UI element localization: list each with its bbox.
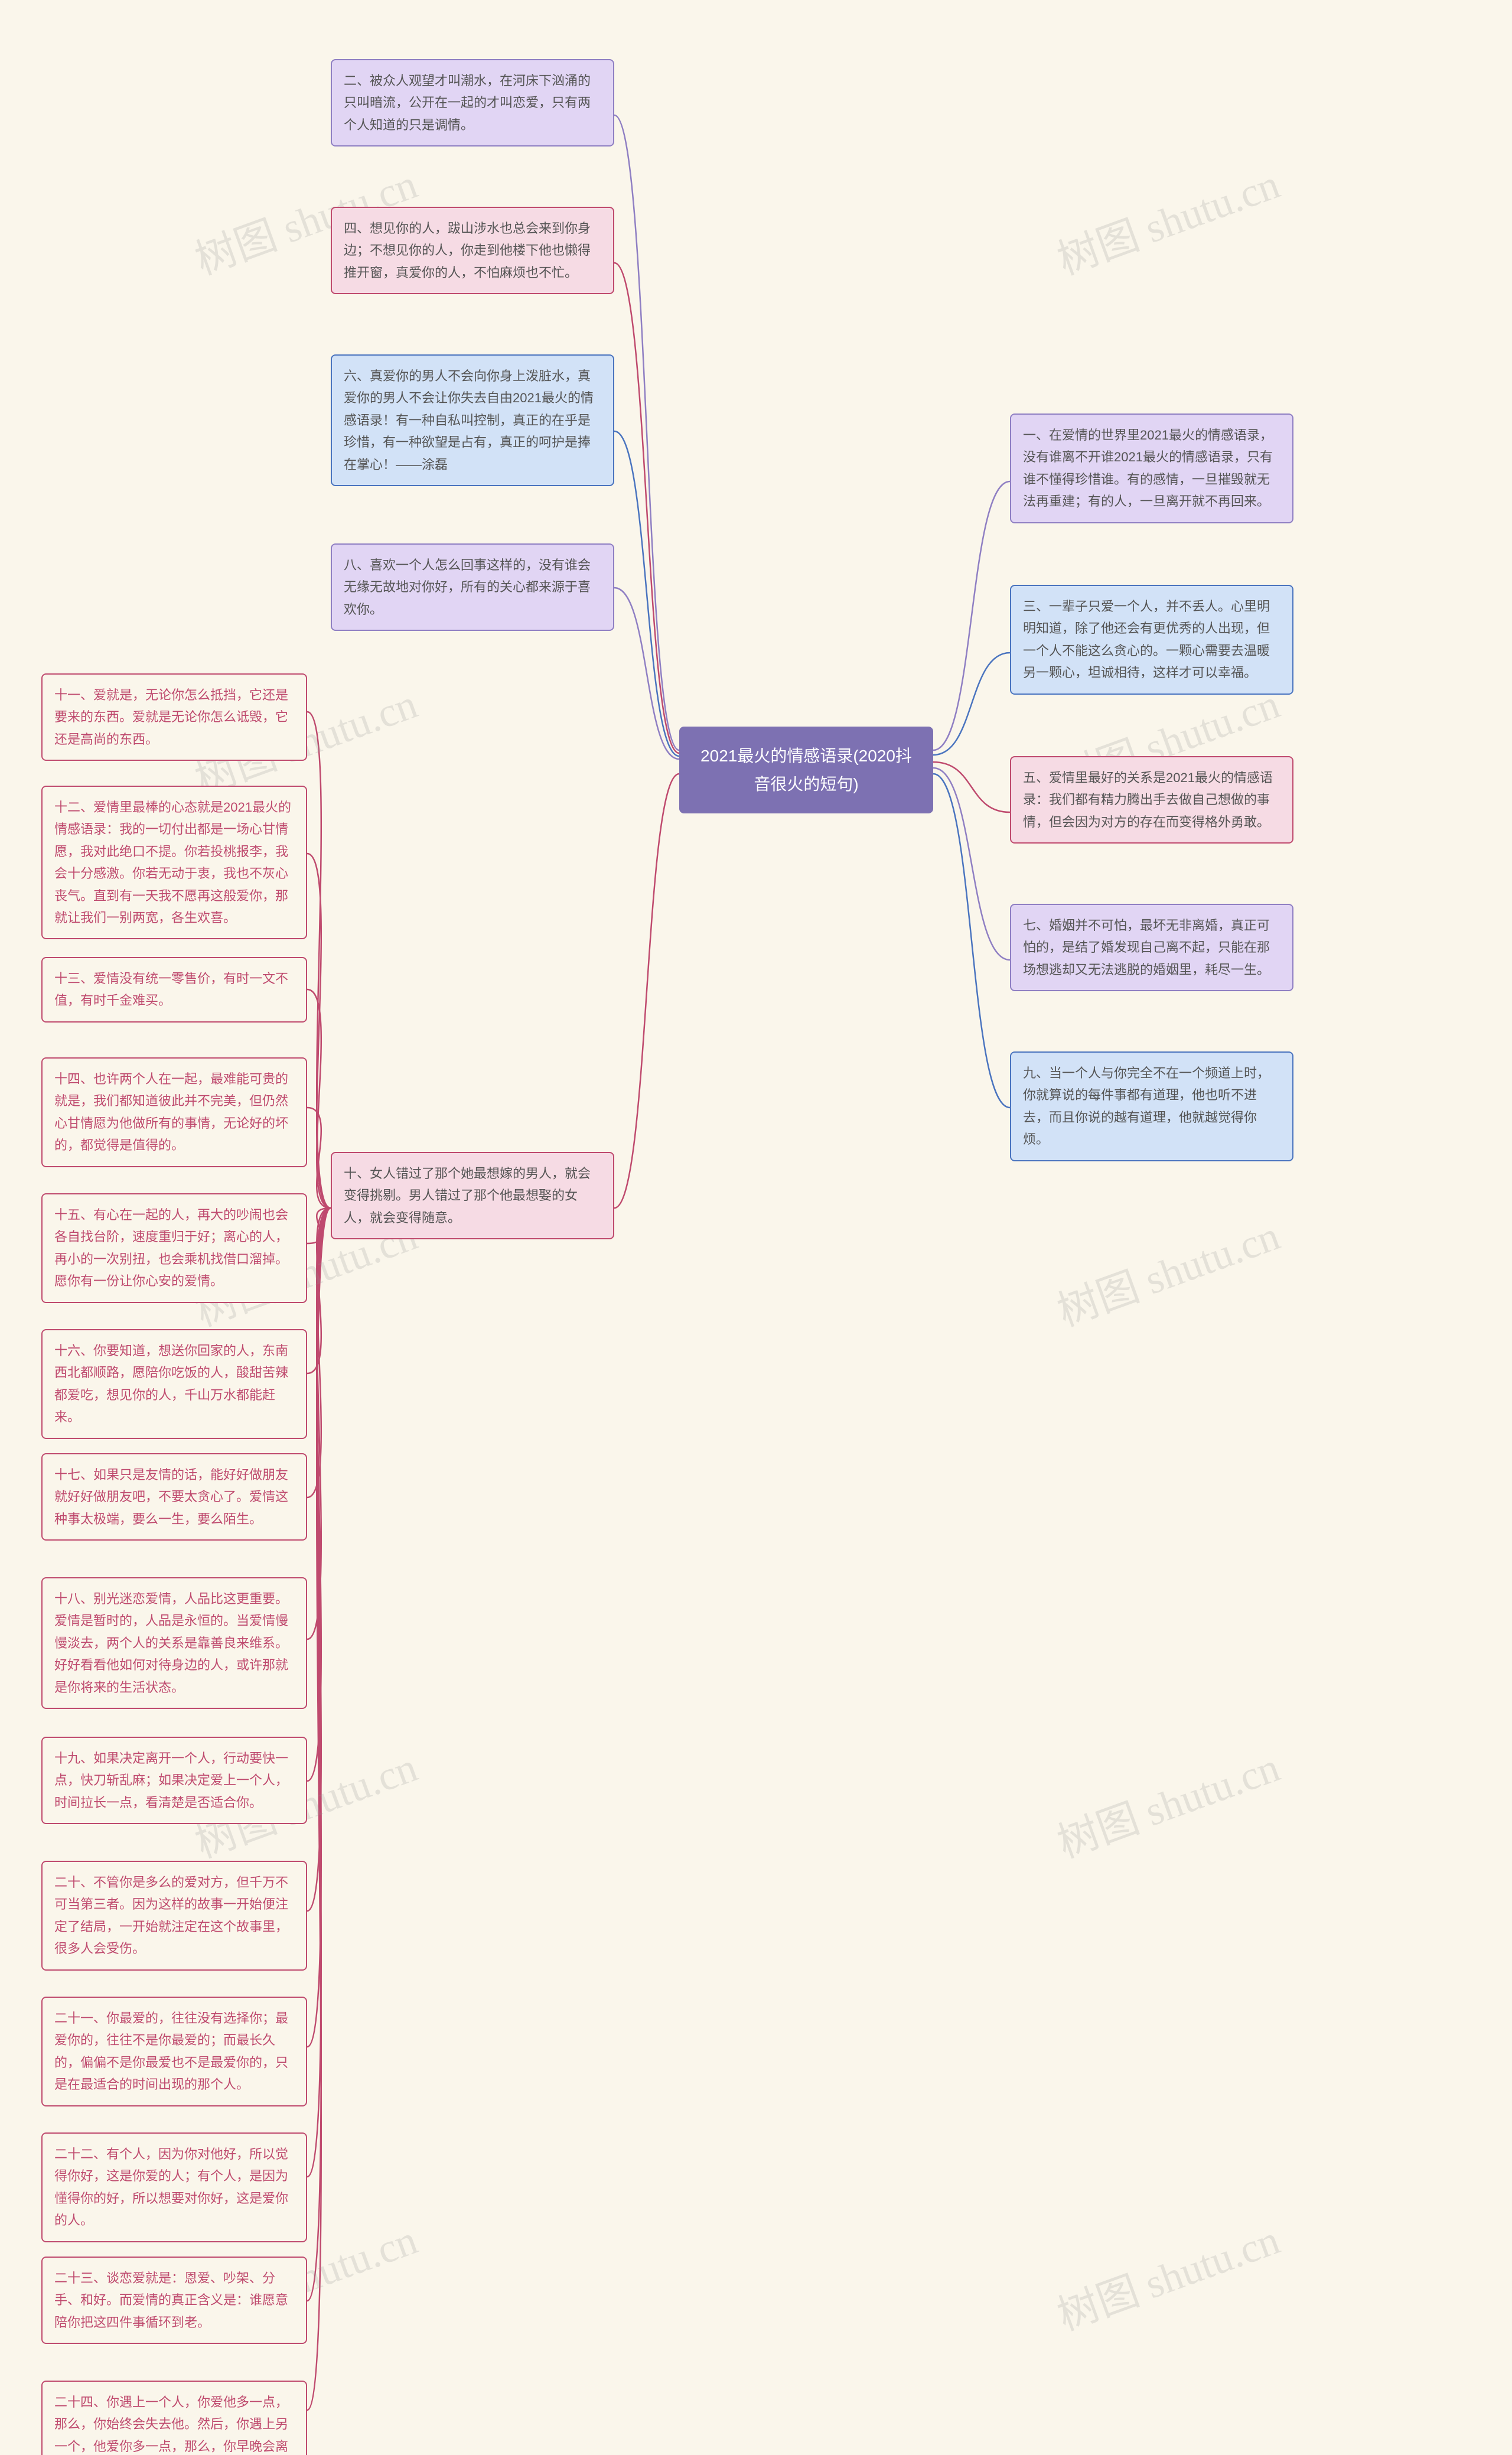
edge xyxy=(307,1208,331,2177)
edge xyxy=(307,1208,331,2301)
mindmap-node-label: 二十三、谈恋爱就是：恩爱、吵架、分手、和好。而爱情的真正含义是：谁愿意陪你把这四… xyxy=(54,2271,288,2330)
edge xyxy=(307,1208,331,1243)
mindmap-node[interactable]: 十四、也许两个人在一起，最难能可贵的就是，我们都知道彼此并不完美，但仍然心甘情愿… xyxy=(41,1057,307,1167)
mindmap-node-label: 二十、不管你是多么的爱对方，但千万不可当第三者。因为这样的故事一开始便注定了结局… xyxy=(54,1875,288,1956)
mindmap-node-label: 九、当一个人与你完全不在一个频道上时，你就算说的每件事都有道理，他也听不进去，而… xyxy=(1023,1066,1270,1147)
mindmap-node-label: 十一、爱就是，无论你怎么抵挡，它还是要来的东西。爱就是无论你怎么诋毁，它还是高尚… xyxy=(54,688,288,747)
mindmap-node-label: 二、被众人观望才叫潮水，在河床下汹涌的只叫暗流，公开在一起的才叫恋爱，只有两个人… xyxy=(344,73,591,132)
edge xyxy=(933,762,1010,812)
mindmap-node[interactable]: 一、在爱情的世界里2021最火的情感语录，没有谁离不开谁2021最火的情感语录，… xyxy=(1010,413,1293,523)
mindmap-node-label: 五、爱情里最好的关系是2021最火的情感语录：我们都有精力腾出手去做自己想做的事… xyxy=(1023,770,1273,829)
mindmap-node-label: 二十二、有个人，因为你对他好，所以觉得你好，这是你爱的人；有个人，是因为懂得你的… xyxy=(54,2147,288,2228)
mindmap-node-label: 三、一辈子只爱一个人，并不丢人。心里明明知道，除了他还会有更优秀的人出现，但一个… xyxy=(1023,599,1270,680)
mindmap-node[interactable]: 十九、如果决定离开一个人，行动要快一点，快刀斩乱麻；如果决定爱上一个人，时间拉长… xyxy=(41,1737,307,1824)
edge xyxy=(307,1208,331,1497)
edge xyxy=(307,1208,331,1373)
watermark: 树图 shutu.cn xyxy=(1048,2207,1287,2342)
mindmap-node[interactable]: 七、婚姻并不可怕，最坏无非离婚，真正可怕的，是结了婚发现自己离不起，只能在那场想… xyxy=(1010,904,1293,991)
edge xyxy=(307,1208,331,2410)
mindmap-node[interactable]: 二十三、谈恋爱就是：恩爱、吵架、分手、和好。而爱情的真正含义是：谁愿意陪你把这四… xyxy=(41,2257,307,2344)
mindmap-node-label: 十八、别光迷恋爱情，人品比这更重要。爱情是暂时的，人品是永恒的。当爱情慢慢淡去，… xyxy=(54,1591,288,1695)
center-node-label: 2021最火的情感语录(2020抖音很火的短句) xyxy=(700,747,912,793)
mindmap-node[interactable]: 十七、如果只是友情的话，能好好做朋友就好好做朋友吧，不要太贪心了。爱情这种事太极… xyxy=(41,1453,307,1541)
edge xyxy=(307,1208,331,1639)
mindmap-node[interactable]: 五、爱情里最好的关系是2021最火的情感语录：我们都有精力腾出手去做自己想做的事… xyxy=(1010,756,1293,844)
mindmap-node[interactable]: 六、真爱你的男人不会向你身上泼脏水，真爱你的男人不会让你失去自由2021最火的情… xyxy=(331,354,614,486)
mindmap-node[interactable]: 十八、别光迷恋爱情，人品比这更重要。爱情是暂时的，人品是永恒的。当爱情慢慢淡去，… xyxy=(41,1577,307,1709)
mindmap-node-label: 十二、爱情里最棒的心态就是2021最火的情感语录：我的一切付出都是一场心甘情愿，… xyxy=(54,800,291,925)
edge xyxy=(614,115,679,750)
mindmap-node[interactable]: 四、想见你的人，跋山涉水也总会来到你身边；不想见你的人，你走到他楼下他也懒得推开… xyxy=(331,207,614,294)
mindmap-node-label: 六、真爱你的男人不会向你身上泼脏水，真爱你的男人不会让你失去自由2021最火的情… xyxy=(344,369,594,472)
mindmap-node[interactable]: 二十二、有个人，因为你对他好，所以觉得你好，这是你爱的人；有个人，是因为懂得你的… xyxy=(41,2132,307,2242)
edge xyxy=(307,1208,331,1911)
mindmap-node-label: 十、女人错过了那个她最想嫁的男人，就会变得挑剔。男人错过了那个他最想娶的女人，就… xyxy=(344,1166,591,1225)
edge xyxy=(614,774,679,1208)
edge xyxy=(614,263,679,753)
mindmap-node[interactable]: 二十四、你遇上一个人，你爱他多一点，那么，你始终会失去他。然后，你遇上另一个，他… xyxy=(41,2381,307,2455)
mindmap-node-label: 八、喜欢一个人怎么回事这样的，没有谁会无缘无故地对你好，所有的关心都来源于喜欢你… xyxy=(344,558,591,617)
edge xyxy=(307,1108,331,1208)
mindmap-node[interactable]: 十一、爱就是，无论你怎么抵挡，它还是要来的东西。爱就是无论你怎么诋毁，它还是高尚… xyxy=(41,673,307,761)
mindmap-node-label: 十七、如果只是友情的话，能好好做朋友就好好做朋友吧，不要太贪心了。爱情这种事太极… xyxy=(54,1467,288,1526)
edge xyxy=(614,431,679,756)
watermark: 树图 shutu.cn xyxy=(1048,151,1287,286)
edge xyxy=(307,1208,331,1781)
edge xyxy=(614,588,679,759)
edge xyxy=(307,712,331,1208)
mindmap-node[interactable]: 三、一辈子只爱一个人，并不丢人。心里明明知道，除了他还会有更优秀的人出现，但一个… xyxy=(1010,585,1293,695)
mindmap-node-label: 十六、你要知道，想送你回家的人，东南西北都顺路，愿陪你吃饭的人，酸甜苦辣都爱吃，… xyxy=(54,1343,288,1424)
mindmap-node-label: 七、婚姻并不可怕，最坏无非离婚，真正可怕的，是结了婚发现自己离不起，只能在那场想… xyxy=(1023,918,1270,977)
mindmap-node[interactable]: 二十、不管你是多么的爱对方，但千万不可当第三者。因为这样的故事一开始便注定了结局… xyxy=(41,1861,307,1971)
mindmap-node-label: 二十四、你遇上一个人，你爱他多一点，那么，你始终会失去他。然后，你遇上另一个，他… xyxy=(54,2395,288,2455)
mindmap-node[interactable]: 十三、爱情没有统一零售价，有时一文不值，有时千金难买。 xyxy=(41,957,307,1023)
watermark: 树图 shutu.cn xyxy=(1048,1203,1287,1338)
mindmap-node[interactable]: 十二、爱情里最棒的心态就是2021最火的情感语录：我的一切付出都是一场心甘情愿，… xyxy=(41,786,307,939)
mindmap-node-label: 十九、如果决定离开一个人，行动要快一点，快刀斩乱麻；如果决定爱上一个人，时间拉长… xyxy=(54,1751,288,1810)
mindmap-node-label: 四、想见你的人，跋山涉水也总会来到你身边；不想见你的人，你走到他楼下他也懒得推开… xyxy=(344,221,591,280)
mindmap-canvas: 树图 shutu.cn 树图 shutu.cn 树图 shutu.cn 树图 shut… xyxy=(0,0,1512,2455)
mindmap-node[interactable]: 八、喜欢一个人怎么回事这样的，没有谁会无缘无故地对你好，所有的关心都来源于喜欢你… xyxy=(331,543,614,631)
mindmap-node[interactable]: 十五、有心在一起的人，再大的吵闹也会各自找台阶，速度重归于好；离心的人，再小的一… xyxy=(41,1193,307,1303)
watermark: 树图 shutu.cn xyxy=(1048,1734,1287,1870)
mindmap-node[interactable]: 二十一、你最爱的，往往没有选择你；最爱你的，往往不是你最爱的；而最长久的，偏偏不… xyxy=(41,1997,307,2106)
mindmap-node-label: 十三、爱情没有统一零售价，有时一文不值，有时千金难买。 xyxy=(54,971,288,1008)
mindmap-node-label: 一、在爱情的世界里2021最火的情感语录，没有谁离不开谁2021最火的情感语录，… xyxy=(1023,428,1273,509)
center-node[interactable]: 2021最火的情感语录(2020抖音很火的短句) xyxy=(679,727,933,813)
edge xyxy=(307,1208,331,2047)
mindmap-node-label: 十五、有心在一起的人，再大的吵闹也会各自找台阶，速度重归于好；离心的人，再小的一… xyxy=(54,1207,288,1288)
mindmap-node-label: 十四、也许两个人在一起，最难能可贵的就是，我们都知道彼此并不完美，但仍然心甘情愿… xyxy=(54,1072,288,1152)
edge xyxy=(933,481,1010,750)
mindmap-node[interactable]: 二、被众人观望才叫潮水，在河床下汹涌的只叫暗流，公开在一起的才叫恋爱，只有两个人… xyxy=(331,59,614,146)
edge xyxy=(307,854,331,1208)
edge xyxy=(307,989,331,1208)
edge xyxy=(933,774,1010,1108)
edge xyxy=(933,768,1010,960)
mindmap-node[interactable]: 十、女人错过了那个她最想嫁的男人，就会变得挑剔。男人错过了那个他最想娶的女人，就… xyxy=(331,1152,614,1239)
mindmap-node[interactable]: 十六、你要知道，想送你回家的人，东南西北都顺路，愿陪你吃饭的人，酸甜苦辣都爱吃，… xyxy=(41,1329,307,1439)
mindmap-node-label: 二十一、你最爱的，往往没有选择你；最爱你的，往往不是你最爱的；而最长久的，偏偏不… xyxy=(54,2011,288,2092)
mindmap-node[interactable]: 九、当一个人与你完全不在一个频道上时，你就算说的每件事都有道理，他也听不进去，而… xyxy=(1010,1051,1293,1161)
edge xyxy=(933,653,1010,755)
